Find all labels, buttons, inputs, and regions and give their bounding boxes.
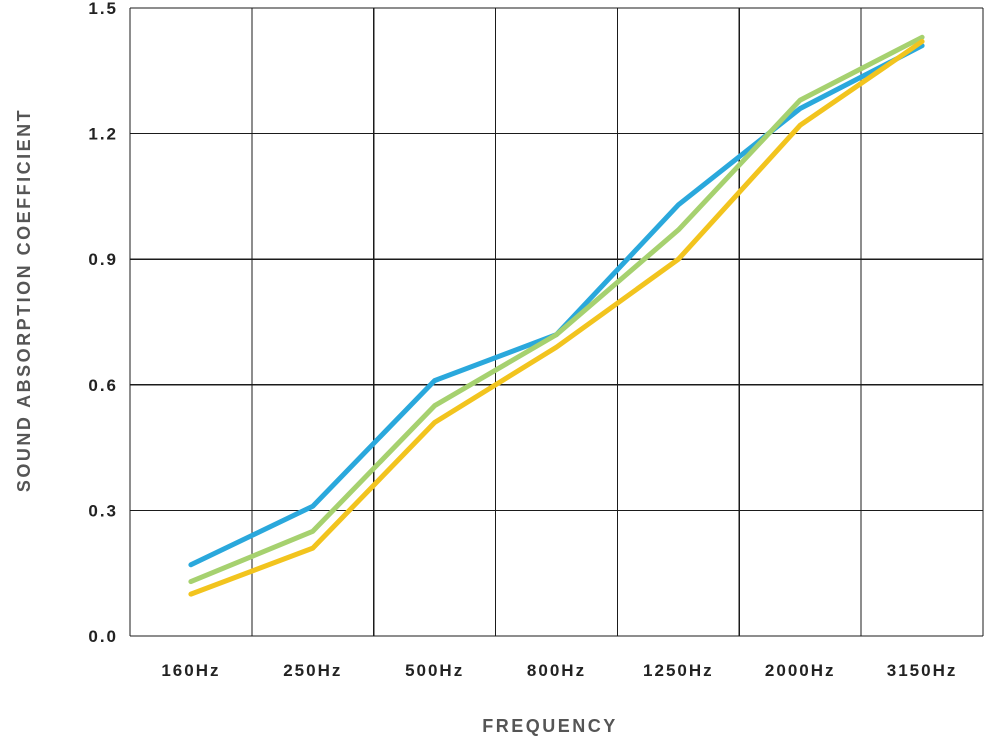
x-tick-label: 3150Hz — [887, 661, 958, 680]
x-tick-label: 160Hz — [161, 661, 220, 680]
y-tick-label: 1.5 — [88, 0, 118, 18]
y-tick-label: 0.3 — [88, 501, 118, 520]
y-tick-label: 1.2 — [88, 125, 118, 144]
x-tick-label: 250Hz — [283, 661, 342, 680]
series-line-1 — [188, 43, 925, 568]
series-line-2 — [188, 34, 925, 585]
x-tick-label: 2000Hz — [765, 661, 836, 680]
y-axis-title: SOUND ABSORPTION COEFFICIENT — [14, 108, 34, 492]
grid — [129, 7, 984, 637]
y-tick-label: 0.6 — [88, 376, 118, 395]
series-line-3 — [188, 39, 925, 597]
x-axis-title: FREQUENCY — [482, 716, 618, 736]
y-tick-labels: 0.0 0.3 0.6 0.9 1.2 1.5 — [88, 0, 118, 646]
y-tick-label: 0.0 — [88, 627, 118, 646]
x-tick-label: 500Hz — [405, 661, 464, 680]
y-tick-label: 0.9 — [88, 250, 118, 269]
x-tick-label: 1250Hz — [643, 661, 714, 680]
x-tick-label: 800Hz — [527, 661, 586, 680]
x-tick-labels: 160Hz 250Hz 500Hz 800Hz 1250Hz 2000Hz 3150Hz — [161, 661, 958, 680]
series-lines — [188, 34, 925, 597]
